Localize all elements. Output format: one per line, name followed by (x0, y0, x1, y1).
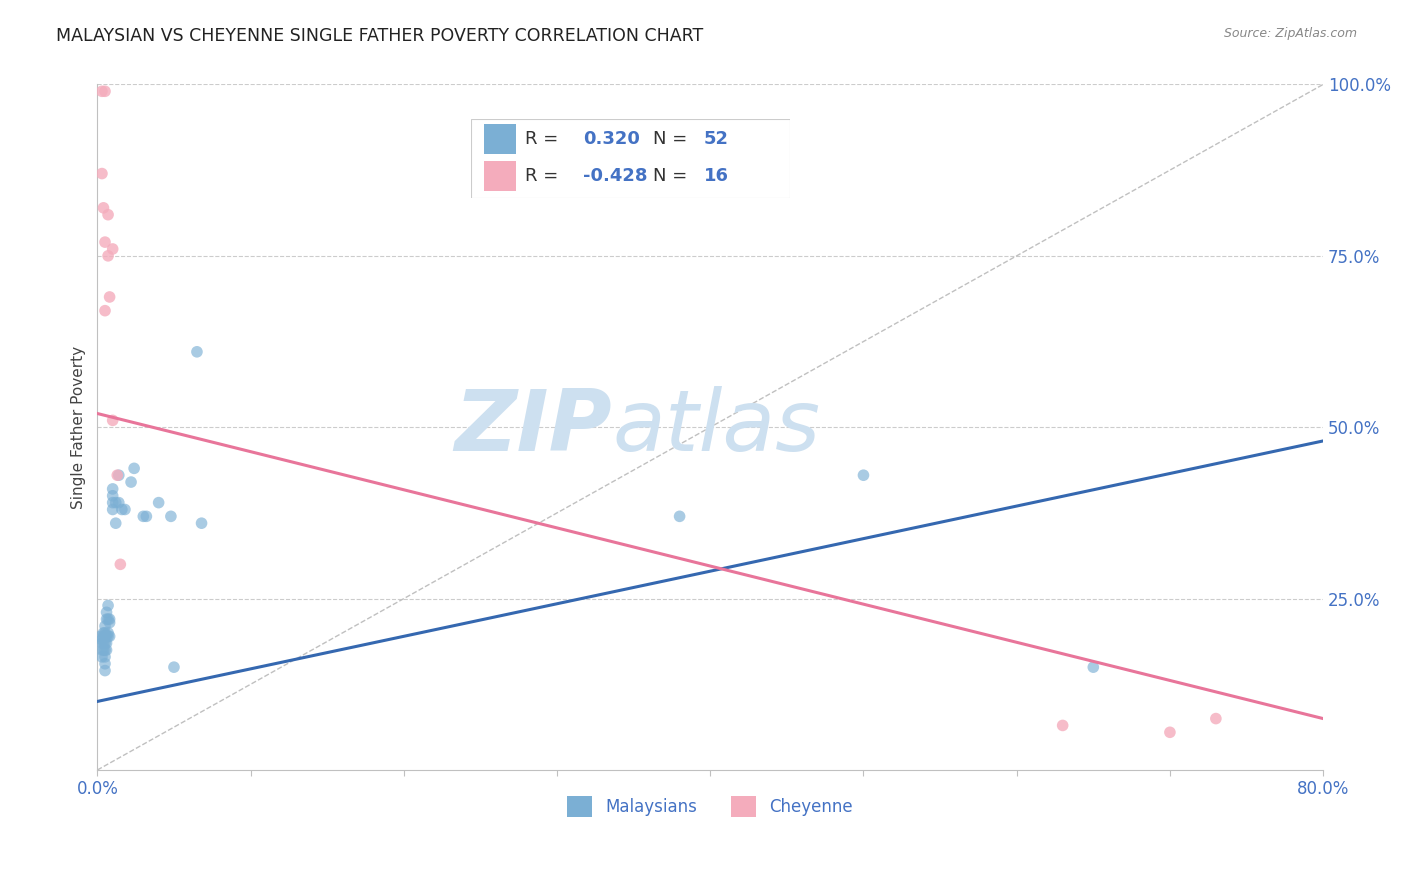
Point (96, 612, 118, 626)
Point (122, 461, 145, 475)
Point (97, 249, 120, 263)
Point (148, 495, 170, 509)
Text: ZIP: ZIP (454, 385, 612, 468)
Point (120, 475, 142, 489)
Point (101, 242, 124, 256)
Point (852, 468, 875, 483)
Point (91, 84, 114, 98)
Text: atlas: atlas (612, 385, 820, 468)
Point (1159, 725, 1181, 739)
Point (94, 235, 117, 249)
Point (89, 629, 111, 643)
Point (101, 495, 124, 509)
Point (97, 208, 120, 222)
Y-axis label: Single Father Poverty: Single Father Poverty (72, 346, 86, 508)
Point (93, 201, 115, 215)
Point (93, 629, 115, 643)
Point (186, 344, 208, 359)
Point (96, 629, 118, 643)
Point (94, 649, 117, 664)
Point (94, 643, 117, 657)
Point (94, 664, 117, 678)
Point (96, 636, 118, 650)
Legend: Malaysians, Cheyenne: Malaysians, Cheyenne (561, 789, 859, 823)
Point (91, 632, 114, 647)
Point (97, 599, 120, 613)
Point (163, 660, 186, 674)
Point (107, 495, 129, 509)
Point (101, 502, 124, 516)
Point (94, 629, 117, 643)
Point (668, 509, 690, 524)
Text: Source: ZipAtlas.com: Source: ZipAtlas.com (1223, 27, 1357, 40)
Point (1083, 660, 1105, 674)
Point (101, 489, 124, 503)
Point (93, 636, 115, 650)
Point (94, 636, 117, 650)
Point (114, 502, 136, 516)
Point (107, 468, 129, 483)
Point (98, 629, 121, 643)
Point (101, 413, 124, 427)
Point (94, 626, 117, 640)
Point (1052, 718, 1074, 732)
Point (101, 482, 124, 496)
Point (96, 605, 118, 619)
Point (104, 495, 127, 509)
Point (160, 509, 183, 524)
Point (93, 643, 115, 657)
Point (91, 636, 114, 650)
Point (97, 612, 120, 626)
Point (98, 612, 121, 626)
Text: MALAYSIAN VS CHEYENNE SINGLE FATHER POVERTY CORRELATION CHART: MALAYSIAN VS CHEYENNE SINGLE FATHER POVE… (56, 27, 703, 45)
Point (97, 626, 120, 640)
Point (135, 509, 157, 524)
Point (94, 84, 117, 98)
Point (1205, 712, 1227, 726)
Point (98, 290, 121, 304)
Point (91, 649, 114, 664)
Point (110, 558, 132, 572)
Point (111, 502, 134, 516)
Point (93, 626, 115, 640)
Point (97, 629, 120, 643)
Point (98, 615, 121, 630)
Point (104, 516, 127, 531)
Point (91, 167, 114, 181)
Point (105, 468, 128, 483)
Point (132, 509, 155, 524)
Point (96, 643, 118, 657)
Point (94, 619, 117, 633)
Point (91, 643, 114, 657)
Point (190, 516, 212, 531)
Point (94, 657, 117, 671)
Point (94, 303, 117, 318)
